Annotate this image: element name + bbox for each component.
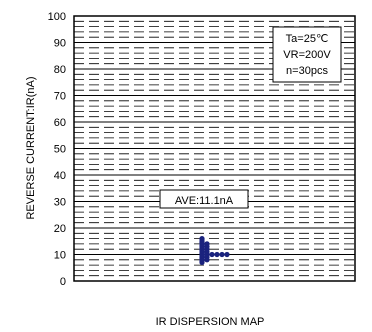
conditions-box (272, 26, 342, 83)
data-point (209, 251, 215, 258)
plot-frame (73, 15, 356, 282)
data-points (199, 236, 230, 266)
average-box (159, 189, 249, 209)
y-axis-label: REVERSE CURRENT:IR(nA) (25, 76, 37, 219)
y-tick-label: 60 (54, 117, 66, 129)
y-tick-label: 80 (54, 64, 66, 76)
y-tick-label: 90 (54, 38, 66, 50)
condition-voltage: VR=200V (283, 49, 331, 61)
y-tick-labels: 0 10 20 30 40 50 60 70 80 90 100 (48, 11, 66, 288)
chart-title: IR DISPERSION MAP (156, 316, 265, 328)
condition-count: n=30pcs (286, 65, 328, 77)
y-tick-label: 30 (54, 197, 66, 209)
y-tick-label: 50 (54, 144, 66, 156)
average-annotation: AVE:11.1nA (175, 195, 234, 207)
data-point (204, 241, 210, 247)
data-point (199, 236, 205, 242)
y-tick-label: 20 (54, 223, 66, 235)
y-tick-label: 10 (54, 250, 66, 262)
condition-temp: Ta=25℃ (286, 33, 329, 45)
y-tick-label: 70 (54, 91, 66, 103)
y-tick-label: 100 (48, 11, 66, 23)
y-tick-label: 0 (60, 276, 66, 288)
y-tick-label: 40 (54, 170, 66, 182)
data-point (214, 251, 220, 258)
data-point (219, 251, 225, 258)
data-point (224, 251, 230, 258)
